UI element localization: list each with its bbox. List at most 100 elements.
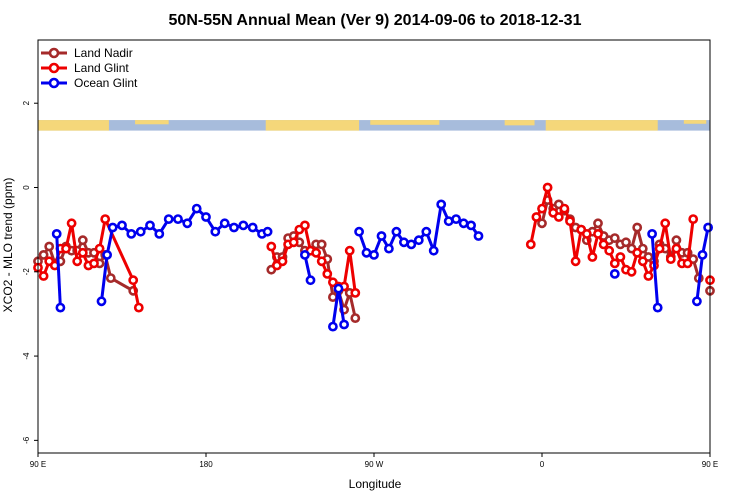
data-point — [688, 214, 699, 224]
plot-data — [33, 182, 715, 332]
legend-item: Land Glint — [41, 61, 129, 75]
data-point — [38, 271, 49, 281]
data-point — [593, 228, 603, 239]
x-axis-label: Longitude — [349, 477, 402, 491]
data-point — [135, 226, 146, 237]
data-point — [671, 235, 682, 246]
data-point — [89, 258, 99, 269]
data-point — [537, 203, 547, 214]
y-tick-label: -6 — [22, 436, 31, 444]
data-point — [38, 249, 49, 260]
data-point — [133, 302, 144, 313]
data-point — [609, 258, 620, 269]
data-point — [660, 218, 671, 229]
legend-label: Ocean Glint — [74, 76, 138, 90]
legend-label: Land Nadir — [74, 46, 133, 60]
data-point — [565, 216, 575, 227]
data-point — [219, 218, 230, 229]
data-point — [44, 241, 55, 252]
x-axis-ticks: 90 E 180 90 W 0 90 E — [30, 453, 718, 469]
data-point — [66, 218, 77, 229]
data-point — [299, 220, 310, 231]
data-point — [288, 237, 299, 248]
data-point — [277, 256, 288, 267]
data-point — [322, 268, 333, 279]
data-point — [327, 321, 338, 332]
y-tick-label: 0 — [22, 185, 31, 190]
data-point — [55, 302, 66, 313]
data-point — [117, 220, 127, 231]
data-point — [376, 231, 387, 241]
data-point — [587, 252, 598, 262]
data-point — [316, 256, 327, 267]
data-point — [305, 275, 316, 286]
land-band — [683, 120, 707, 124]
chart-title: 50N-55N Annual Mean (Ver 9) 2014-09-06 t… — [169, 12, 582, 29]
data-point — [451, 214, 461, 224]
legend-item: Land Nadir — [41, 46, 133, 60]
data-point — [615, 252, 626, 262]
data-point — [333, 283, 344, 294]
data-point — [201, 212, 211, 222]
y-tick-label: -2 — [22, 268, 31, 276]
data-point — [94, 243, 105, 254]
data-point — [598, 239, 609, 250]
data-point — [361, 247, 372, 258]
data-point — [383, 243, 394, 254]
data-point — [421, 226, 432, 237]
data-point — [145, 220, 155, 231]
land-band — [38, 120, 109, 131]
land-band — [135, 120, 169, 125]
series-line — [55, 233, 62, 308]
data-point — [107, 222, 118, 233]
data-point — [413, 235, 424, 246]
data-point — [229, 222, 239, 233]
data-point — [632, 247, 643, 258]
legend-swatch-marker — [48, 77, 60, 89]
data-point — [354, 226, 364, 237]
data-point — [436, 199, 447, 210]
data-point — [210, 226, 221, 237]
data-point — [266, 241, 277, 252]
data-point — [61, 243, 71, 254]
data-point — [647, 228, 657, 239]
x-tick-label: 90 E — [30, 460, 46, 469]
data-point — [191, 203, 202, 214]
data-point — [652, 302, 663, 313]
data-point — [671, 243, 682, 254]
data-point — [100, 214, 111, 224]
data-point — [316, 239, 327, 250]
data-point — [299, 249, 310, 260]
data-point — [697, 249, 708, 260]
data-point — [339, 319, 349, 330]
legend-swatch-marker — [48, 62, 60, 74]
data-point — [128, 275, 139, 286]
data-point — [311, 247, 321, 258]
land-ocean-strip — [38, 120, 710, 131]
data-point — [570, 256, 581, 267]
data-point — [262, 226, 273, 237]
ocean-band — [38, 120, 710, 131]
series-ocean-glint — [51, 199, 713, 332]
data-point — [692, 296, 702, 307]
data-point — [163, 214, 174, 224]
data-point — [350, 313, 361, 323]
data-point — [473, 231, 484, 241]
data-point — [96, 296, 107, 307]
data-point — [531, 212, 542, 222]
series-line — [357, 202, 480, 257]
data-point — [344, 245, 355, 256]
y-tick-label: 2 — [22, 100, 31, 105]
land-band — [370, 120, 440, 125]
data-point — [238, 220, 249, 231]
data-point — [173, 214, 183, 224]
data-point — [391, 226, 402, 237]
data-point — [247, 222, 258, 233]
data-point — [581, 228, 592, 239]
data-point — [609, 233, 620, 243]
data-point — [621, 237, 631, 248]
y-axis-ticks: 2 0 -2 -4 -6 — [22, 100, 38, 444]
data-point — [559, 203, 570, 214]
